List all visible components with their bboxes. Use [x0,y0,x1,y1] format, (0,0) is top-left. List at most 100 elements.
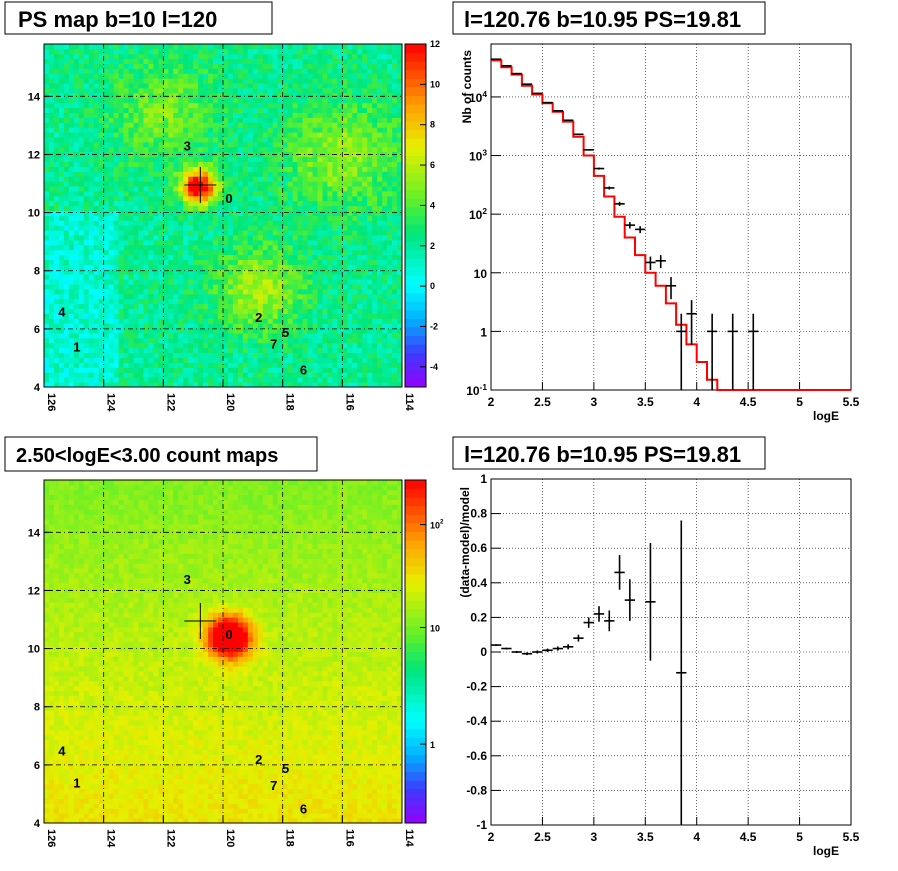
x-tick-label: 118 [284,393,296,411]
y-tick-label: 1 [480,325,487,339]
y-tick-label: 0.4 [470,576,487,590]
colorbar-tick-label: 12 [430,39,440,49]
residual-point [511,650,522,654]
x-tick-label: 2 [488,395,495,409]
x-tick-label: 3 [591,830,598,844]
residual-point [583,617,594,628]
x-tick-label: 3.5 [637,830,654,844]
residual-point [624,579,635,621]
colorbar-tick-label: 10 [430,79,440,89]
data-point [604,186,615,190]
residual-point [563,644,574,650]
y-tick-label: 1 [480,472,487,486]
data-point [563,119,574,122]
data-point [655,255,666,269]
residual-point [573,634,584,642]
source-label: 3 [184,572,191,587]
source-label: 3 [184,139,191,154]
title-bl-text: 2.50<logE<3.00 count maps [16,445,278,467]
source-label: 5 [282,761,289,776]
colorbar-tick-label: 1 [430,740,435,750]
x-tick-label: 114 [403,829,415,848]
colorbar-tick-label: 4 [430,200,435,210]
x-tick-label: 2.5 [534,830,551,844]
y-tick-label: -0.6 [466,749,487,763]
y-tick-label: 8 [34,702,40,714]
title-tr: l=120.76 b=10.95 PS=19.81 [452,1,766,35]
x-tick-label: 114 [403,393,415,412]
x-tick-label: 5 [796,830,803,844]
spectrum-panel: 2 2.5 3 3.5 4 4.5 5 5.5 10-1 1 10 102 103 104 logE Nb o… [460,43,860,423]
x-tick-label: 118 [284,829,296,847]
x-tick-label: 120 [224,829,236,847]
x-tick-label: 4 [693,830,700,844]
data-point [676,313,687,390]
grid-lines [44,44,402,387]
y-tick-label: 104 [469,89,487,105]
y-tick-label: 8 [34,266,40,278]
colorbar: -4 -2 0 2 4 6 8 10 12 [404,39,440,388]
data-point [624,222,635,229]
residual-point [501,647,512,650]
title-br-text: l=120.76 b=10.95 PS=19.81 [464,442,741,467]
y-axis-label: Nb of counts [460,50,474,124]
x-tick-label: 122 [164,393,176,411]
residual-panel: 2 2.5 3 3.5 4 4.5 5 5.5 -1 -0.8 -0.6 -0.4 -0.2 0 0.2 0.… [458,472,860,858]
title-tl: PS map b=10 l=120 [4,1,273,35]
source-label: 6 [300,363,307,378]
source-label: 1 [73,339,80,354]
data-point [573,133,584,136]
y-tick-label: 0.8 [470,507,487,521]
source-label: 2 [255,752,262,767]
data-point [583,149,594,151]
x-tick-label: 116 [343,829,355,847]
data-point [614,201,625,207]
y-tick-label: 14 [28,91,41,103]
y-axis-label: (data-model)/model [458,487,472,598]
data-point [542,101,553,104]
source-label: 6 [300,801,307,816]
x-tick-label: 116 [343,393,355,411]
source-label: 2 [255,310,262,325]
y-tick-label: 10 [28,208,40,220]
title-tl-text: PS map b=10 l=120 [18,7,217,32]
x-axis-label: logE [813,409,839,423]
colorbar-tick-label: 2 [430,241,435,251]
residual-point [645,543,656,661]
x-tick-label: 120 [224,393,236,411]
y-tick-label: 10-1 [466,382,487,398]
residual-point [521,652,533,656]
grid-lines [44,480,402,823]
x-tick-label: 2.5 [534,395,551,409]
data-point [635,226,646,234]
source-label: 0 [225,627,232,642]
residual-point [552,646,563,651]
x-tick-label: 126 [45,829,57,847]
colorbar-tick-label: 10 [430,623,440,633]
residual-point [614,555,625,590]
colorbar-tick-label: -2 [430,321,438,331]
source-label: 0 [225,191,232,206]
residual-point [491,644,502,646]
residual-point [604,610,615,632]
x-tick-label: 124 [105,829,117,848]
data-point [552,109,563,112]
x-tick-label: 5 [796,395,803,409]
plot-frame [490,43,852,391]
y-tick-label: -0.2 [466,680,487,694]
x-tick-label: 2 [488,830,495,844]
x-tick-label: 4.5 [740,830,757,844]
y-tick-label: 4 [34,818,41,830]
data-point [645,256,656,271]
y-tick-label: -0.4 [466,714,487,728]
colorbar-tick-label: 6 [430,160,435,170]
data-point [593,167,605,170]
source-label: 4 [58,743,66,758]
x-tick-label: 126 [45,393,57,411]
y-tick-label: 12 [28,149,40,161]
source-label: 4 [58,304,66,319]
data-point [665,277,677,300]
y-tick-label: 102 [469,206,487,222]
colorbar-tick-label: 8 [430,120,435,130]
x-tick-label: 5.5 [843,830,860,844]
